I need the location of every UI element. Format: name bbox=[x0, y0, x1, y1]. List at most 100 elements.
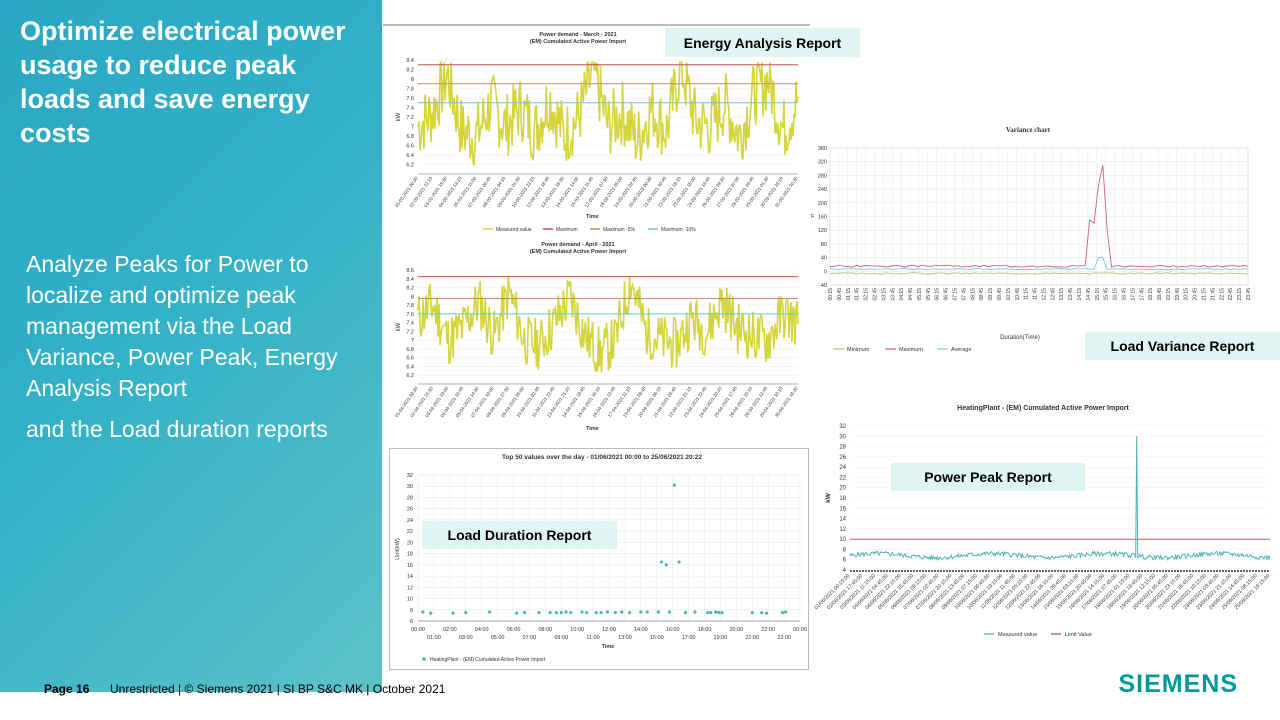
slide-title: Optimize electrical power usage to reduc… bbox=[20, 16, 346, 148]
chart-title: Power demand - April - 2021 bbox=[541, 242, 614, 248]
x-tick-label: 17:45 bbox=[1139, 288, 1145, 301]
legend-entry: Maximum bbox=[899, 347, 923, 353]
x-tick-label: 01:15 bbox=[846, 288, 852, 301]
data-point bbox=[760, 610, 764, 615]
data-point bbox=[421, 610, 425, 614]
x-tick-label: 08:15 bbox=[970, 288, 976, 301]
y-tick-label: 8 bbox=[410, 608, 413, 614]
y-axis-label: kW bbox=[396, 322, 402, 331]
x-tick-label: 05:45 bbox=[926, 288, 932, 301]
y-tick-label: 8.6 bbox=[406, 268, 414, 274]
data-point bbox=[672, 483, 676, 487]
x-axis-label: Time bbox=[586, 426, 599, 430]
body-paragraph-2: and the Load duration reports bbox=[26, 416, 328, 442]
data-point bbox=[613, 610, 617, 615]
y-tick-label: 26 bbox=[407, 507, 413, 513]
x-tick-label: 19:00 bbox=[714, 635, 728, 641]
y-tick-label: 32 bbox=[407, 473, 413, 479]
x-tick-label: 18:00 bbox=[698, 627, 712, 633]
x-tick-label: 09:45 bbox=[997, 288, 1003, 301]
data-point bbox=[594, 610, 598, 615]
april-power-chart: Power demand - April - 2021 (EM) Cumulate… bbox=[388, 238, 808, 430]
footer: Page 16 Unrestricted | © Siemens 2021 | … bbox=[0, 680, 1280, 700]
march-power-chart: Power demand - March - 2021 (EM) Cumulate… bbox=[388, 28, 808, 238]
x-tick-label: 22:00 bbox=[761, 627, 775, 633]
x-tick-label: 21:00 bbox=[745, 635, 759, 641]
footer-text: Unrestricted | © Siemens 2021 | SI BP S&… bbox=[110, 682, 446, 696]
y-tick-label: 320 bbox=[818, 160, 827, 166]
x-tick-label: 06:00 bbox=[507, 627, 521, 633]
x-tick-label: 04:00 bbox=[475, 627, 489, 633]
y-tick-label: 6 bbox=[843, 558, 847, 564]
y-tick-label: 8 bbox=[411, 77, 414, 83]
load-duration-label: Load Duration Report bbox=[422, 521, 617, 549]
data-point bbox=[645, 610, 649, 614]
x-tick-label: 21:45 bbox=[1210, 288, 1216, 301]
data-point bbox=[554, 610, 559, 615]
x-tick-label: 22:45 bbox=[1228, 288, 1234, 301]
x-tick-label: 10:45 bbox=[1015, 288, 1021, 301]
x-tick-label: 05:00 bbox=[491, 635, 505, 641]
x-tick-label: 14:45 bbox=[1086, 288, 1092, 301]
x-tick-label: 13:45 bbox=[1068, 288, 1074, 301]
x-tick-label: 01:00 bbox=[427, 635, 441, 641]
y-tick-label: 28 bbox=[839, 445, 846, 451]
x-axis-label: Time bbox=[602, 644, 615, 650]
x-tick-label: 04:45 bbox=[908, 288, 914, 301]
x-tick-label: 03:15 bbox=[881, 288, 887, 301]
x-tick-label: 23:15 bbox=[1237, 288, 1243, 301]
data-point bbox=[537, 610, 541, 615]
x-tick-label: 03:00 bbox=[459, 635, 473, 641]
data-point bbox=[548, 610, 552, 615]
data-point bbox=[515, 611, 519, 615]
y-tick-label: 80 bbox=[821, 242, 827, 248]
data-point bbox=[429, 611, 433, 615]
data-point bbox=[664, 563, 668, 567]
x-tick-label: 07:00 bbox=[523, 635, 537, 641]
data-point bbox=[599, 610, 603, 615]
y-tick-label: 160 bbox=[818, 215, 827, 221]
measured-series bbox=[417, 60, 799, 166]
x-tick-label: 00:00 bbox=[793, 627, 807, 633]
data-point bbox=[464, 610, 468, 615]
x-tick-label: 04:15 bbox=[899, 288, 905, 301]
data-point bbox=[714, 610, 718, 614]
y-tick-label: 12 bbox=[839, 527, 846, 533]
x-axis-label: Duration(Time) bbox=[1000, 335, 1040, 341]
legend-entry: Limit Value bbox=[1065, 632, 1092, 638]
x-tick-label: 20:15 bbox=[1184, 288, 1190, 301]
x-tick-label: 01:45 bbox=[855, 288, 861, 301]
y-tick-label: 6.8 bbox=[406, 347, 414, 353]
x-tick-label: 23:45 bbox=[1246, 288, 1252, 301]
data-point bbox=[628, 610, 632, 615]
x-tick-label: 08:45 bbox=[979, 288, 985, 301]
top-divider bbox=[383, 24, 810, 26]
x-tick-label: 06:45 bbox=[944, 288, 950, 301]
chart-title: HeatingPlant - (EM) Cumulated Active Pow… bbox=[957, 405, 1129, 412]
y-tick-label: 280 bbox=[818, 173, 827, 179]
x-tick-label: 18:15 bbox=[1148, 288, 1154, 301]
data-point bbox=[451, 611, 455, 615]
y-tick-label: 10 bbox=[407, 597, 413, 603]
legend-entry: Average bbox=[951, 347, 971, 353]
variance-svg: Variance chart 360 320 280 240 200 160 120 80 40 0… bbox=[811, 126, 1252, 353]
y-tick-label: 4 bbox=[843, 568, 847, 574]
x-tick-label: 20:45 bbox=[1193, 288, 1199, 301]
x-tick-label: 08:00 bbox=[538, 627, 552, 633]
x-tick-label: 21:15 bbox=[1202, 288, 1208, 301]
legend-entry: Maximum -10% bbox=[661, 227, 696, 233]
y-tick-label: 7.2 bbox=[406, 115, 414, 121]
x-tick-label: 07:15 bbox=[953, 288, 959, 301]
y-tick-label: 7.8 bbox=[406, 87, 414, 93]
data-point bbox=[488, 610, 492, 614]
data-point bbox=[683, 610, 687, 615]
x-axis-label: Time bbox=[586, 214, 599, 220]
heating-svg: HeatingPlant - (EM) Cumulated Active Pow… bbox=[814, 405, 1272, 638]
y-tick-label: 6.6 bbox=[406, 144, 414, 150]
legend-swatch bbox=[422, 657, 426, 661]
x-tick-label: 02:15 bbox=[864, 288, 870, 301]
march-svg: Power demand - March - 2021(EM) Cumulate… bbox=[394, 32, 799, 233]
y-tick-label: 8 bbox=[411, 294, 414, 300]
chart-subtitle: (EM) Cumulated Active Power Import bbox=[530, 249, 627, 255]
x-tick-label: 02:45 bbox=[872, 288, 878, 301]
